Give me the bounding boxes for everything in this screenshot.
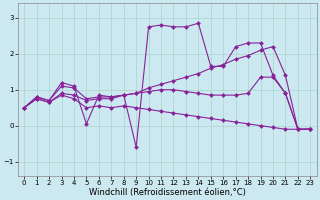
- X-axis label: Windchill (Refroidissement éolien,°C): Windchill (Refroidissement éolien,°C): [89, 188, 246, 197]
